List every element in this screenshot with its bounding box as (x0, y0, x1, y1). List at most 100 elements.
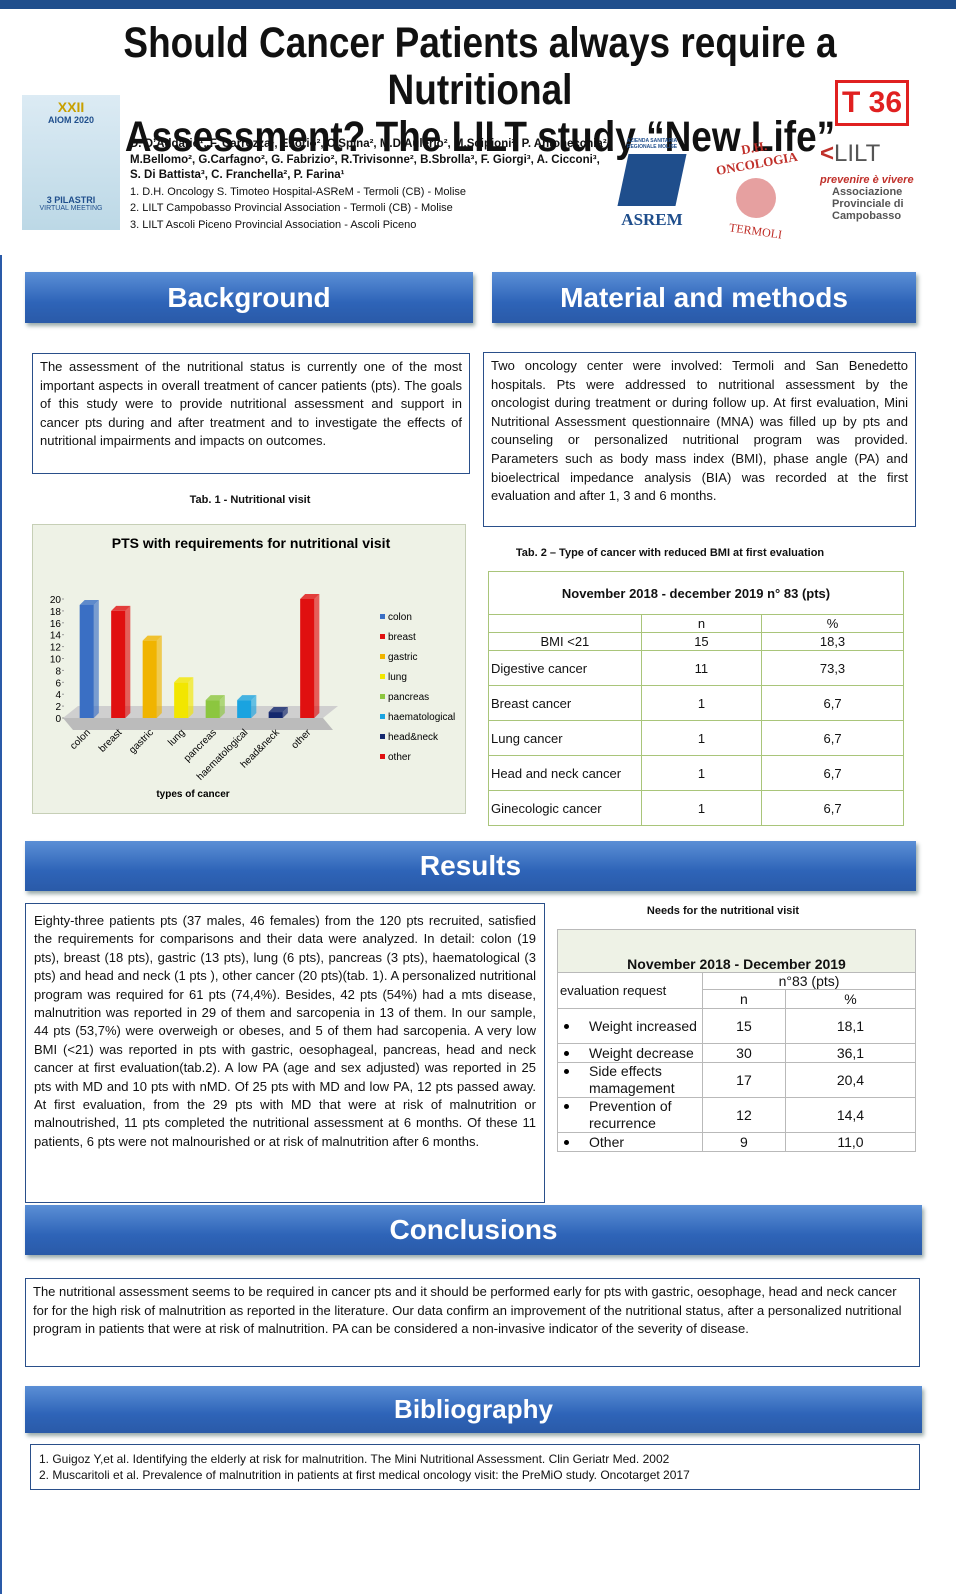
legend-swatch (380, 634, 385, 639)
logo-text: LILT (834, 140, 881, 167)
table-row: November 2018 - December 2019 (557, 929, 916, 973)
logo-text: 3 PILASTRI (46, 195, 96, 205)
table-cell: 6,7 (761, 755, 904, 791)
legend-swatch (380, 674, 385, 679)
bar-top (205, 695, 225, 701)
y-tick-label: 2 (55, 702, 61, 713)
bar-top (300, 594, 320, 599)
bar-top (237, 695, 257, 701)
y-tick-label: 20 (50, 595, 62, 606)
authors: D. D’Addario¹, F. Carrozza¹, E.Iorio², C… (130, 137, 610, 233)
item-label: Other (589, 1133, 625, 1150)
table-cell: Side effects mamagement (557, 1062, 703, 1098)
logo-text: prevenire è vivere (820, 174, 914, 186)
column-header: n (640, 614, 763, 633)
bullet-item: Side effects mamagement (560, 1063, 700, 1097)
table-cell: 36,1 (784, 1043, 917, 1063)
title: Should Cancer Patients always require a … (93, 20, 867, 161)
table-cell: 1 (640, 720, 763, 756)
item-label: Prevention of recurrence (589, 1098, 672, 1131)
table-cell: 15 (640, 632, 763, 651)
author-line: S. Di Battista³, C. Franchella², P. Fari… (130, 169, 345, 181)
poster-code: T 36 (835, 80, 909, 126)
y-tick-label: 6 (55, 678, 61, 689)
bullet (564, 1139, 569, 1145)
table-cell: Digestive cancer (488, 650, 642, 686)
bullet (564, 1069, 569, 1074)
results-text: Eighty-three patients pts (37 males, 46 … (25, 903, 545, 1203)
item-label: Side effects mamagement (589, 1063, 675, 1096)
y-tick-label: 4 (55, 690, 61, 701)
table-cell: 17 (702, 1062, 786, 1098)
table-cell: Breast cancer (488, 685, 642, 721)
logo-shape (617, 154, 687, 206)
section-heading: Bibliography (25, 1386, 922, 1433)
bar (237, 700, 252, 718)
dh-logo: D.H. ONCOLOGIA TERMOLI (708, 138, 803, 242)
aiom-logo: XXII AIOM 2020 3 PILASTRI VIRTUAL MEETIN… (22, 95, 120, 230)
asrem-logo: AZIENDA SANITARIA REGIONALE MOLISE ASREM (612, 138, 692, 229)
bullet-item: Other (560, 1134, 700, 1151)
table: November 2018 - December 2019 evaluation … (557, 929, 917, 1152)
table-cell: 20,4 (784, 1062, 917, 1098)
x-tick-label: colon (68, 727, 93, 752)
legend-label: pancreas (388, 692, 429, 703)
logo-text: Campobasso (832, 210, 902, 222)
table-cell: 11,0 (784, 1132, 917, 1152)
table-row: evaluation request n°83 (pts) (557, 972, 916, 1009)
table-row: November 2018 - december 2019 n° 83 (pts… (488, 571, 904, 615)
bar-top (79, 599, 99, 605)
bar-side (188, 677, 194, 718)
table-cell (488, 614, 642, 633)
affiliation: 1. D.H. Oncology S. Timoteo Hospital-ASR… (130, 185, 466, 198)
item-label: Weight decrease (589, 1044, 694, 1061)
logo-shape (735, 178, 776, 218)
affiliation: 3. LILT Ascoli Piceno Provincial Associa… (130, 218, 417, 231)
bar-top (142, 635, 162, 641)
table-cell: Other (557, 1132, 703, 1152)
x-tick-label: other (289, 727, 313, 751)
logo-text: AZIENDA SANITARIA REGIONALE MOLISE (626, 138, 678, 150)
logo-text: D.H. ONCOLOGIA (714, 137, 799, 178)
y-tick-label: 18 (50, 607, 62, 618)
table: November 2018 - december 2019 n° 83 (pts… (488, 571, 904, 826)
bar-side (219, 695, 225, 718)
logo-text: AIOM 2020 (47, 115, 95, 125)
methods-text: Two oncology center were involved: Termo… (483, 352, 916, 527)
item-label: Weight increased (589, 1017, 697, 1034)
y-tick-label: 8 (55, 666, 61, 677)
bar-top (174, 677, 194, 683)
table-cell: Head and neck cancer (488, 755, 642, 791)
bar-side (93, 599, 99, 718)
table-cell: 6,7 (761, 720, 904, 756)
table-row: Ginecologic cancer 1 6,7 (488, 790, 904, 826)
table-row: Breast cancer 1 6,7 (488, 685, 904, 721)
bar (205, 700, 220, 718)
side-bar (0, 255, 2, 1594)
bullet-item: Prevention of recurrence (560, 1098, 700, 1132)
table-cell: 6,7 (761, 790, 904, 826)
logo-text: TERMOLI (728, 220, 783, 242)
bullet-item: Weight decrease (560, 1045, 700, 1062)
table-row: Lung cancer 1 6,7 (488, 720, 904, 756)
table-cell: 9 (702, 1132, 786, 1152)
bullet (564, 1050, 569, 1056)
table-title: November 2018 - december 2019 n° 83 (pts… (488, 571, 904, 615)
caption: Tab. 2 – Type of cancer with reduced BMI… (515, 547, 825, 559)
bar-side (125, 605, 131, 718)
bar (268, 712, 283, 718)
legend-label: breast (388, 632, 416, 643)
x-tick-label: breast (97, 727, 125, 755)
table-cell: BMI <21 (488, 632, 642, 651)
title-line: Should Cancer Patients always require a … (123, 19, 837, 114)
chart-floor (63, 718, 333, 730)
section-heading: Material and methods (492, 272, 916, 323)
table-cell: Weight increased (557, 1008, 703, 1044)
table-cell: 1 (640, 755, 763, 791)
table-cell: 14,4 (784, 1097, 917, 1133)
bar-top (111, 605, 131, 611)
legend-swatch (380, 734, 385, 739)
row-header: evaluation request (557, 972, 703, 1009)
table-cell: 18,3 (761, 632, 904, 651)
table-cell: Prevention of recurrence (557, 1097, 703, 1133)
